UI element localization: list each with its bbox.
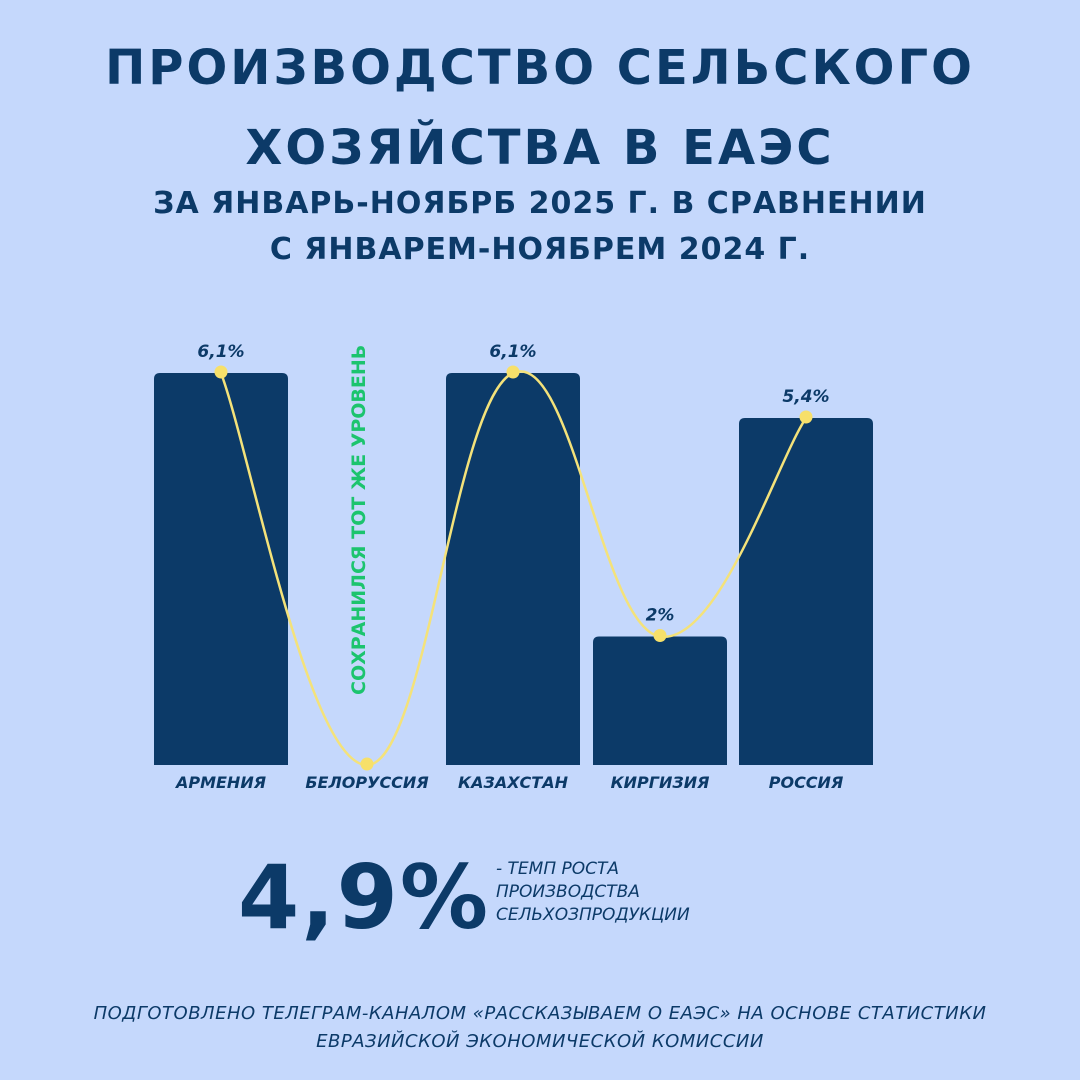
data-label: 2% bbox=[646, 605, 675, 625]
bar-5 bbox=[739, 417, 873, 765]
footer-line-1: ПОДГОТОВЛЕНО ТЕЛЕГРАМ-КАНАЛОМ «РАССКАЗЫВ… bbox=[93, 1003, 987, 1024]
summary-caption-line-2: ПРОИЗВОДСТВА bbox=[496, 882, 640, 902]
data-point-1 bbox=[214, 365, 228, 379]
data-label: 6,1% bbox=[489, 342, 536, 362]
trend-line bbox=[219, 370, 808, 767]
bar-chart: АРМЕНИЯ БЕЛОРУССИЯ КАЗАХСТАН КИРГИЗИЯ РОССИЯ… bbox=[154, 342, 873, 792]
data-point-3 bbox=[506, 365, 520, 379]
bar-4 bbox=[593, 636, 727, 765]
footer-line-2: ЕВРАЗИЙСКОЙ ЭКОНОМИЧЕСКОЙ КОМИССИИ bbox=[316, 1031, 764, 1052]
chart-subtitle-line-1: ЗА ЯНВАРЬ-НОЯБРБ 2025 Г. В СРАВНЕНИИ bbox=[153, 186, 927, 221]
chart-subtitle-line-2: С ЯНВАРЕМ-НОЯБРЕМ 2024 Г. bbox=[269, 232, 811, 267]
x-tick-label: РОССИЯ bbox=[769, 773, 844, 792]
chart-title-line-2: ХОЗЯЙСТВА В ЕАЭС bbox=[245, 120, 835, 176]
summary-caption: - ТЕМП РОСТА ПРОИЗВОДСТВА СЕЛЬХОЗПРОДУКЦ… bbox=[496, 858, 736, 927]
data-label: 5,4% bbox=[782, 387, 829, 407]
x-tick-label: КИРГИЗИЯ bbox=[611, 773, 710, 792]
x-tick-label: АРМЕНИЯ bbox=[174, 773, 266, 792]
data-point-4 bbox=[653, 628, 667, 642]
summary-caption-line-1: - ТЕМП РОСТА bbox=[496, 859, 620, 879]
summary-caption-line-3: СЕЛЬХОЗПРОДУКЦИИ bbox=[496, 905, 690, 925]
data-point-5 bbox=[799, 410, 813, 424]
data-label: 6,1% bbox=[197, 342, 244, 362]
summary-value: 4,9% bbox=[238, 846, 491, 949]
bar-3 bbox=[446, 373, 580, 765]
chart-title-line-1: ПРОИЗВОДСТВО СЕЛЬСКОГО bbox=[105, 40, 975, 96]
x-tick-label: БЕЛОРУССИЯ bbox=[305, 773, 428, 792]
bar-1 bbox=[154, 373, 288, 765]
x-tick-label: КАЗАХСТАН bbox=[458, 773, 569, 792]
data-point-2 bbox=[360, 757, 374, 771]
annotation-same-level: СОХРАНИЛСЯ ТОТ ЖЕ УРОВЕНЬ bbox=[348, 345, 370, 695]
